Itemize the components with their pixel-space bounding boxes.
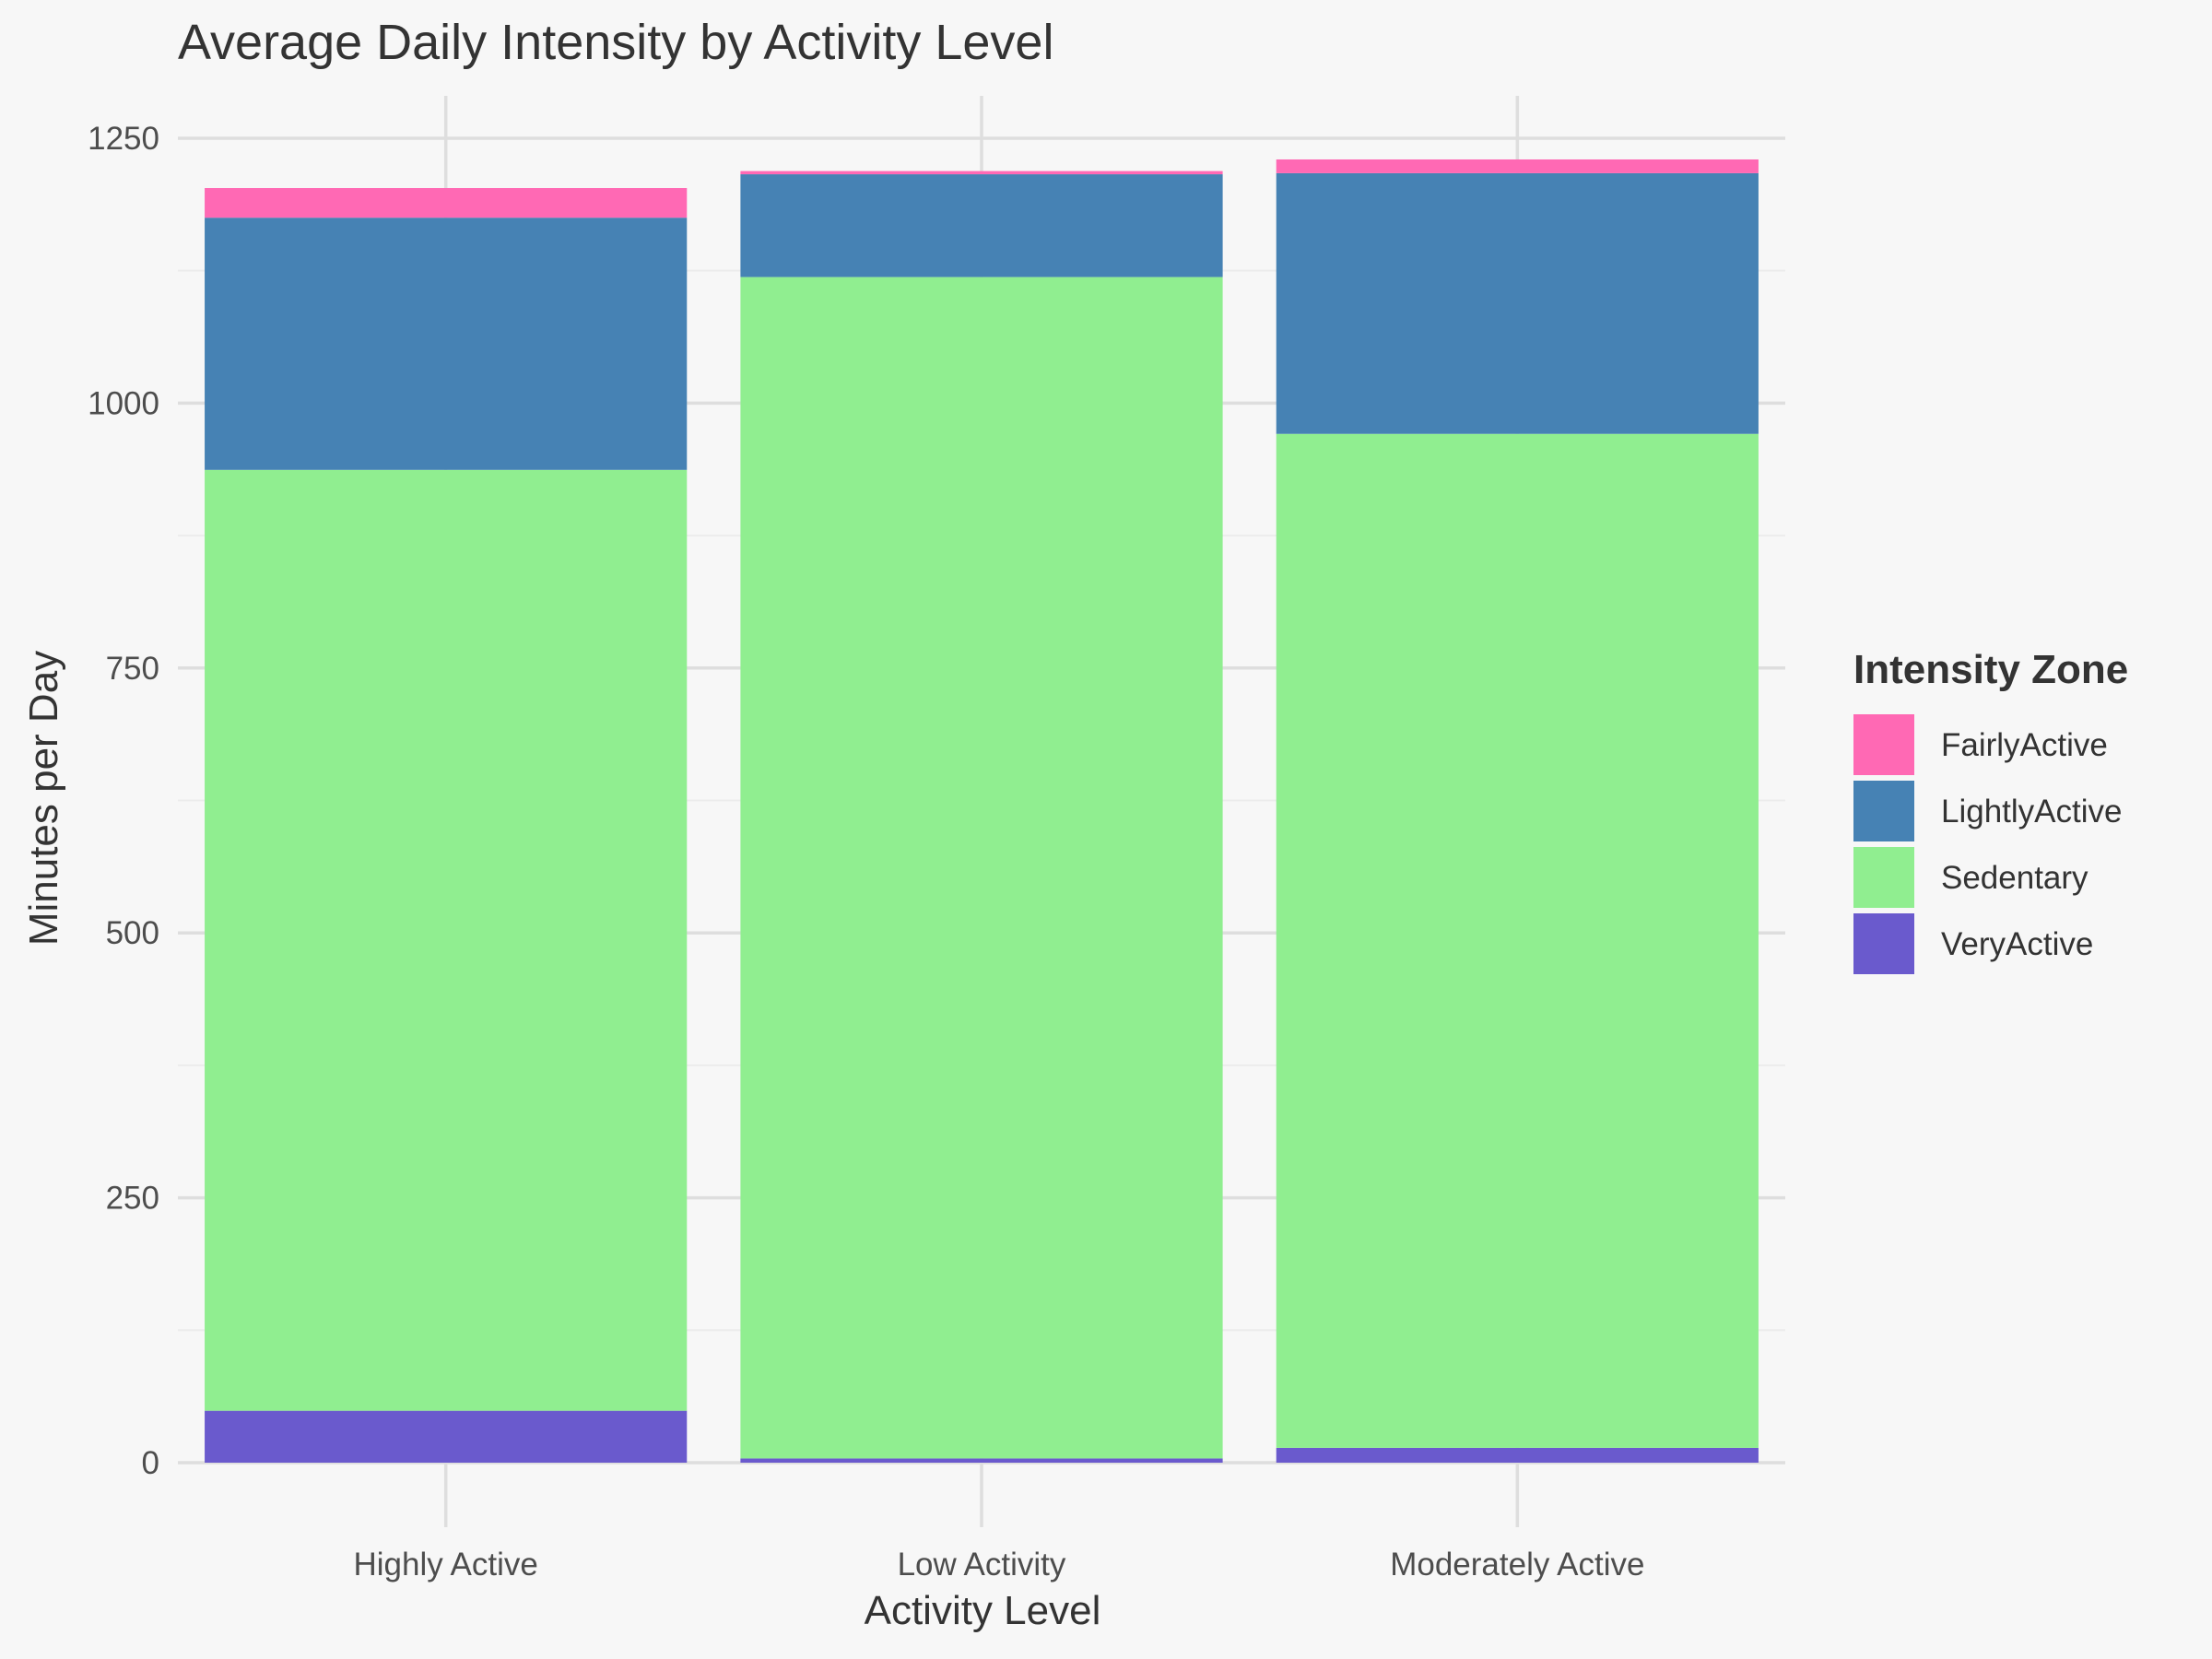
y-axis-title: Minutes per Day — [21, 651, 66, 946]
bar-segment — [740, 171, 1223, 175]
bar-segment — [740, 174, 1223, 277]
bar-segment — [1276, 172, 1759, 434]
bar-segment — [740, 276, 1223, 1459]
x-axis-ticks: Highly Active Low Activity Moderately Acti… — [353, 1547, 1644, 1583]
x-axis-title: Activity Level — [865, 1588, 1101, 1633]
legend-key — [1853, 847, 1914, 908]
y-tick-label: 0 — [142, 1445, 159, 1481]
bar-segment — [205, 1410, 688, 1463]
legend-key — [1853, 913, 1914, 974]
legend-label: Sedentary — [1941, 860, 2088, 896]
y-tick-label: 250 — [106, 1181, 159, 1217]
chart-title: Average Daily Intensity by Activity Leve… — [178, 15, 1053, 70]
y-tick-label: 500 — [106, 915, 159, 951]
legend-label: VeryActive — [1941, 926, 2093, 962]
bar-segment — [205, 469, 688, 1411]
legend: Intensity Zone FairlyActive LightlyActive… — [1853, 647, 2128, 974]
bar-segment — [205, 218, 688, 470]
y-tick-label: 750 — [106, 651, 159, 687]
legend-key — [1853, 781, 1914, 841]
legend-key — [1853, 714, 1914, 775]
legend-label: LightlyActive — [1941, 794, 2122, 830]
bar-segment — [1276, 433, 1759, 1448]
bar-segment — [1276, 159, 1759, 173]
x-tick-label: Low Activity — [898, 1547, 1066, 1583]
y-axis-ticks: 0 250 500 750 1000 1250 — [88, 121, 159, 1481]
y-tick-label: 1000 — [88, 385, 159, 421]
x-tick-label: Moderately Active — [1390, 1547, 1644, 1583]
x-tick-label: Highly Active — [353, 1547, 537, 1583]
bar-segment — [740, 1458, 1223, 1463]
bar-segment — [1276, 1447, 1759, 1463]
legend-title: Intensity Zone — [1853, 647, 2128, 692]
y-tick-label: 1250 — [88, 121, 159, 157]
bars — [205, 159, 1759, 1463]
bar-segment — [205, 188, 688, 218]
legend-label: FairlyActive — [1941, 727, 2108, 763]
